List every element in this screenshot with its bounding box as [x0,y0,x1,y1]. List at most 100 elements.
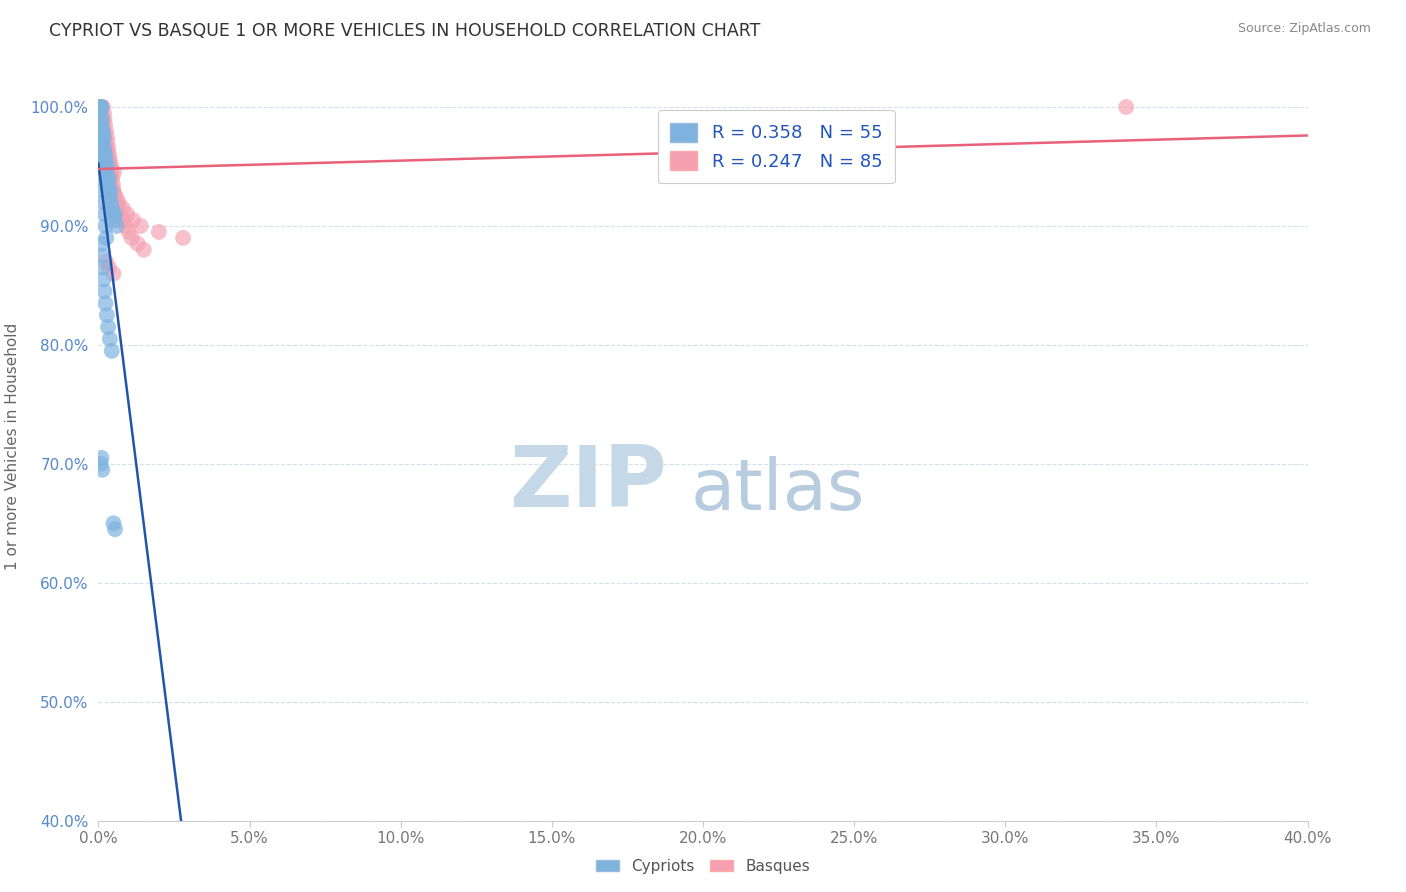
Point [132,243,155,257]
Point [90,118,112,132]
Point [103,183,125,197]
Point [93,153,115,168]
Point [90,100,112,114]
Point [1115,100,1137,114]
Point [93,142,115,156]
Point [91,249,114,263]
Point [96,165,118,179]
Point [90,100,112,114]
Point [94,118,117,132]
Point [90,100,112,114]
Point [105,219,128,233]
Point [91,112,114,126]
Point [96,308,118,322]
Point [89,112,111,126]
Point [90,129,112,144]
Point [98,171,121,186]
Point [94,147,117,161]
Point [91,171,114,186]
Point [97,320,120,334]
Point [96,160,118,174]
Point [121,231,143,245]
Point [94,160,117,174]
Point [100,178,122,192]
Point [105,213,128,227]
Point [104,189,127,203]
Point [100,195,122,210]
Point [91,129,114,144]
Point [96,231,118,245]
Point [96,171,118,186]
Point [127,236,149,251]
Point [91,142,114,156]
Point [100,183,122,197]
Point [94,153,117,168]
Point [90,124,112,138]
Point [107,195,129,210]
Point [93,272,115,286]
Point [93,147,115,161]
Point [91,463,114,477]
Point [89,100,111,114]
Point [97,183,120,197]
Point [91,129,114,144]
Point [111,201,134,215]
Point [96,160,118,174]
Point [98,260,121,275]
Text: atlas: atlas [690,457,865,525]
Point [91,124,114,138]
Point [93,136,115,150]
Point [103,516,125,531]
Point [101,171,124,186]
Point [98,332,121,346]
Point [107,201,129,215]
Point [172,231,194,245]
Point [96,160,118,174]
Point [104,522,127,536]
Point [101,178,124,192]
Point [94,153,117,168]
Text: ZIP: ZIP [509,442,666,525]
Point [103,213,125,227]
Point [103,165,125,179]
Point [122,213,145,227]
Point [100,160,122,174]
Point [93,106,115,120]
Text: Source: ZipAtlas.com: Source: ZipAtlas.com [1237,22,1371,36]
Point [98,147,121,161]
Point [90,236,112,251]
Point [105,195,128,210]
Y-axis label: 1 or more Vehicles in Household: 1 or more Vehicles in Household [4,322,20,570]
Point [90,118,112,132]
Point [101,201,124,215]
Text: CYPRIOT VS BASQUE 1 OR MORE VEHICLES IN HOUSEHOLD CORRELATION CHART: CYPRIOT VS BASQUE 1 OR MORE VEHICLES IN … [49,22,761,40]
Point [100,160,122,174]
Point [90,457,112,471]
Point [90,147,112,161]
Point [115,207,138,221]
Point [91,100,114,114]
Point [100,183,122,197]
Point [103,267,125,281]
Point [96,136,118,150]
Point [93,195,115,210]
Point [89,100,111,114]
Point [129,219,152,233]
Point [91,136,114,150]
Point [98,153,121,168]
Point [91,147,114,161]
Point [100,343,122,358]
Point [91,124,114,138]
Point [148,225,170,239]
Point [89,106,111,120]
Point [93,147,115,161]
Point [93,207,115,221]
Point [97,171,120,186]
Point [101,207,124,221]
Point [89,118,111,132]
Point [111,213,134,227]
Point [89,124,111,138]
Point [94,147,117,161]
Point [98,178,121,192]
Point [98,153,121,168]
